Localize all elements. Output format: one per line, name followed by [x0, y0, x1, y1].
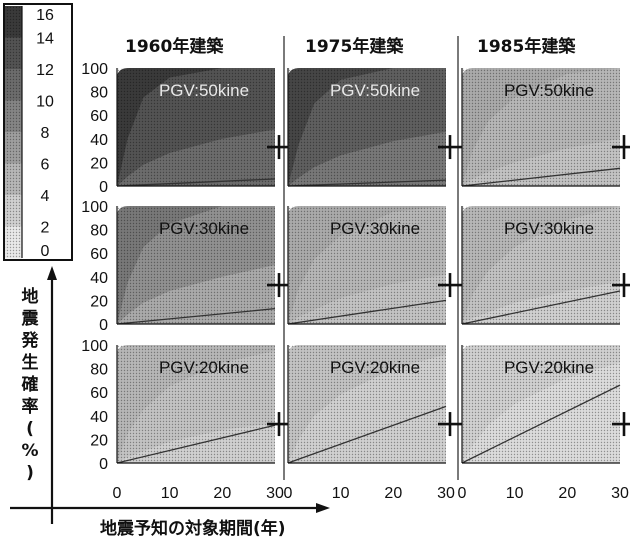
x-tick-label: 30 — [266, 485, 284, 502]
colorbar-swatch-texture — [4, 226, 22, 259]
panel-contour-line — [461, 167, 621, 187]
colorbar-tick-label: 6 — [41, 157, 50, 174]
panel-pgv-label: PGV:20kine — [330, 358, 420, 377]
panel-texture — [462, 68, 620, 186]
y-tick-label: 20 — [90, 293, 108, 310]
panel-texture — [117, 68, 275, 186]
panel-texture — [117, 345, 275, 463]
x-axis-arrow — [10, 503, 330, 513]
colorbar-swatch-texture — [4, 163, 22, 196]
column-header-1985: 1985年建築 — [477, 36, 576, 57]
panel-1-1: PGV:50kine — [116, 68, 291, 187]
x-tick-label: 0 — [458, 485, 467, 502]
panels: PGV:50kine PGV:50kine PGV:50kine PGV:30kine… — [116, 68, 630, 464]
y-tick-label: 80 — [90, 85, 108, 102]
y-tick-label: 80 — [90, 362, 108, 379]
y-axis-arrow — [47, 266, 57, 524]
y-tick-label: 100 — [81, 338, 108, 355]
y-tick-label: 20 — [90, 432, 108, 449]
y-tick-label: 0 — [99, 456, 108, 473]
x-tick-labels: 0 10 20 30 0 10 20 30 0 10 20 30 — [113, 485, 629, 502]
y-tick-label: 40 — [90, 270, 108, 287]
panel-3-3: PGV:20kine — [461, 345, 630, 464]
y-axis-label: 地震発生確率(%) — [21, 286, 40, 483]
panel-pgv-label: PGV:20kine — [504, 358, 594, 377]
panel-pgv-label: PGV:50kine — [159, 81, 249, 100]
colorbar-tick-label: 10 — [36, 94, 54, 111]
panel-pgv-label: PGV:30kine — [330, 219, 420, 238]
panel-2-2: PGV:30kine — [287, 206, 462, 325]
panel-pgv-label: PGV:30kine — [504, 219, 594, 238]
panel-pgv-label: PGV:20kine — [159, 358, 249, 377]
panel-contour-line — [116, 178, 276, 187]
panel-texture — [288, 68, 446, 186]
panel-contour-line — [461, 384, 621, 464]
panel-pgv-label: PGV:30kine — [159, 219, 249, 238]
y-tick-label: 100 — [81, 61, 108, 78]
x-tick-label: 10 — [332, 485, 350, 502]
column-header-1960: 1960年建築 — [125, 36, 224, 57]
panel-contour-line — [287, 405, 447, 464]
panel-texture — [462, 345, 620, 463]
x-tick-label: 0 — [284, 485, 293, 502]
y-tick-label: 60 — [90, 246, 108, 263]
colorbar-swatch-texture — [4, 37, 22, 70]
colorbar-tick-label: 14 — [36, 31, 54, 48]
panel-3-2: PGV:20kine — [287, 345, 462, 464]
y-tick-label: 40 — [90, 132, 108, 149]
colorbar-swatch-texture — [4, 132, 22, 164]
x-tick-label: 10 — [161, 485, 179, 502]
panel-pgv-label: PGV:50kine — [330, 81, 420, 100]
column-header-1975: 1975年建築 — [305, 36, 404, 57]
y-tick-label: 60 — [90, 108, 108, 125]
y-tick-label: 40 — [90, 409, 108, 426]
colorbar-swatch-texture — [4, 6, 22, 38]
panel-texture — [462, 206, 620, 324]
colorbar-swatch-texture — [4, 100, 22, 133]
panel-1-2: PGV:50kine — [287, 68, 462, 187]
y-tick-label: 100 — [81, 199, 108, 216]
colorbar-frame — [3, 3, 73, 261]
y-tick-label: 20 — [90, 155, 108, 172]
colorbar-tick-label: 16 — [36, 7, 54, 24]
x-tick-label: 20 — [384, 485, 402, 502]
column-headers: 1960年建築 1975年建築 1985年建築 — [125, 36, 576, 57]
x-tick-label: 20 — [558, 485, 576, 502]
panel-contour-line — [461, 290, 621, 325]
panel-texture — [117, 206, 275, 324]
panel-contour-line — [116, 308, 276, 325]
x-tick-label: 10 — [506, 485, 524, 502]
panel-2-1: PGV:30kine — [116, 206, 291, 325]
x-tick-label: 20 — [213, 485, 231, 502]
colorbar-swatches — [4, 6, 23, 259]
x-tick-label: 30 — [437, 485, 455, 502]
y-tick-label: 60 — [90, 385, 108, 402]
panel-2-3: PGV:30kine — [461, 206, 630, 325]
panel-texture — [288, 345, 446, 463]
panel-1-3: PGV:50kine — [461, 68, 630, 187]
colorbar-tick-label: 12 — [36, 62, 54, 79]
x-tick-label: 0 — [113, 485, 122, 502]
colorbar-ticks: 16 14 12 10 8 6 4 2 0 — [36, 7, 54, 260]
panel-pgv-label: PGV:50kine — [504, 81, 594, 100]
colorbar-tick-label: 0 — [41, 243, 50, 260]
panel-contour-line — [287, 299, 447, 325]
panel-contour-line — [116, 424, 276, 464]
y-tick-label: 0 — [99, 317, 108, 334]
colorbar-swatch-texture — [4, 195, 22, 227]
panel-3-1: PGV:20kine — [116, 345, 291, 464]
colorbar-tick-label: 8 — [41, 125, 50, 142]
y-tick-label: 80 — [90, 223, 108, 240]
x-tick-label: 30 — [611, 485, 629, 502]
colorbar-tick-label: 2 — [41, 220, 50, 237]
colorbar-tick-label: 4 — [41, 188, 50, 205]
y-tick-labels: 0 20 40 60 80 100 0 20 40 60 80 100 0 20 40 60 80 100 — [81, 61, 108, 473]
x-axis-label: 地震予知の対象期間(年) — [100, 518, 286, 539]
colorbar-swatch-texture — [4, 69, 22, 101]
colorbar: 16 14 12 10 8 6 4 2 0 — [3, 3, 73, 261]
panel-contour-line — [287, 179, 447, 187]
y-tick-label: 0 — [99, 179, 108, 196]
